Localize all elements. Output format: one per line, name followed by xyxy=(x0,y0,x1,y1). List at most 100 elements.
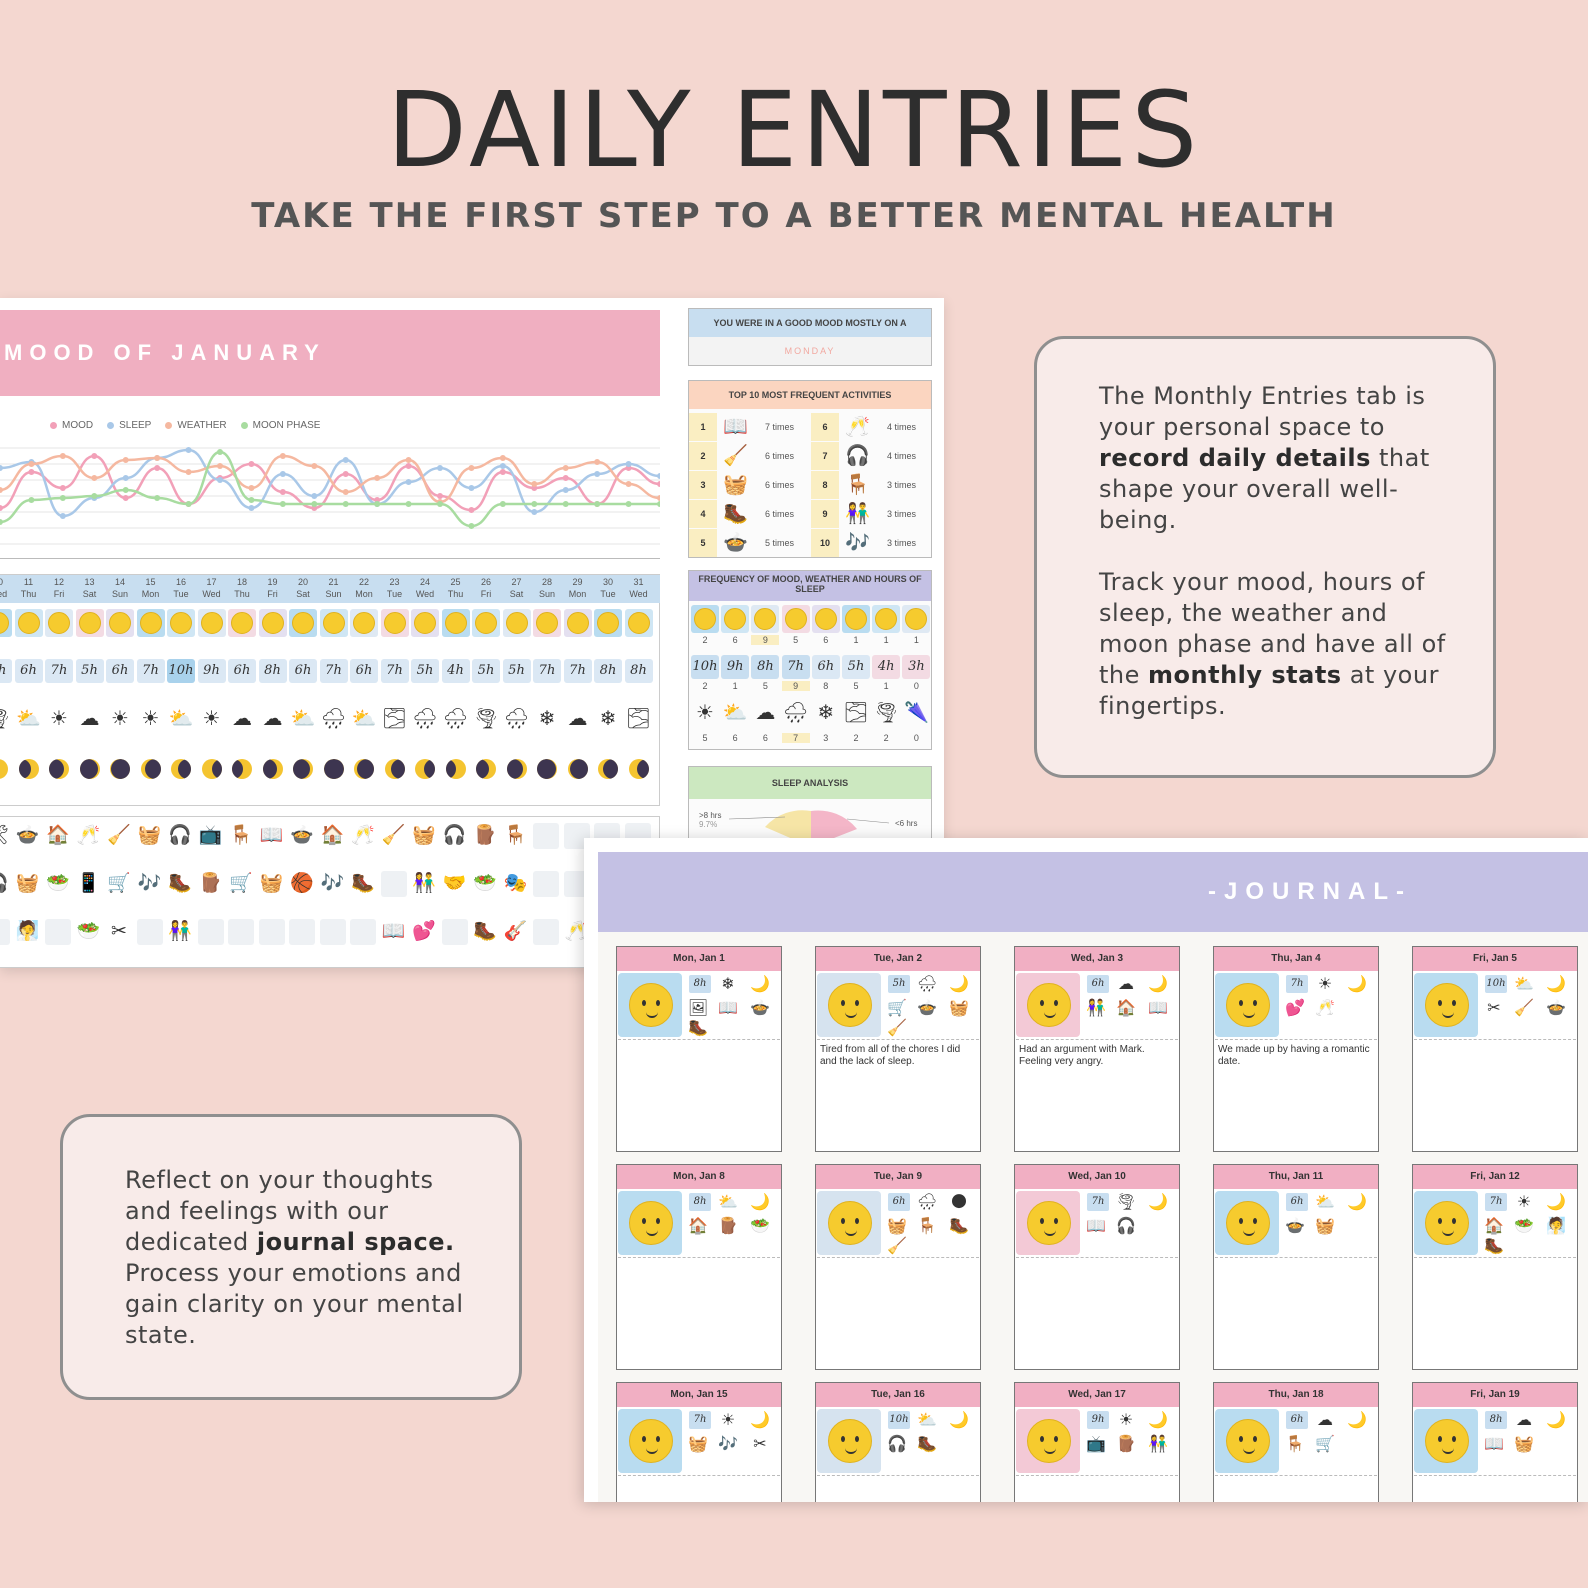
activity-icon: 🛠 xyxy=(0,823,10,849)
series-point xyxy=(0,519,3,525)
activity-icon: 🧺 xyxy=(723,474,748,496)
journal-day-card[interactable]: Tue, Jan 9 6h 🌧 🌑 🧺 🪑 🥾 🧹 xyxy=(815,1164,981,1370)
journal-day-card[interactable]: Mon, Jan 8 8h ⛅ 🌙 🏠 🪵 🥗 xyxy=(616,1164,782,1370)
activity-icon: 📺 xyxy=(198,825,223,846)
mood-face-icon xyxy=(78,612,101,634)
journal-day-card[interactable]: Thu, Jan 18 6h ☁ 🌙 🪑 🛒 xyxy=(1213,1382,1379,1502)
legend-item: MOOD xyxy=(50,420,93,431)
frequency-panel: FREQUENCY OF MOOD, WEATHER AND HOURS OF … xyxy=(688,570,932,750)
journal-day-card[interactable]: Tue, Jan 16 10h ⛅ 🌙 🎧 🥾 xyxy=(815,1382,981,1502)
journal-day-card[interactable]: Mon, Jan 1 8h ❄ 🌙 🖼 📖 🍲 🥾 xyxy=(616,946,782,1152)
journal-activity-icon: 🌙 xyxy=(1148,976,1168,993)
journal-activity-icon: 🌧 xyxy=(916,1194,938,1211)
journal-day-card[interactable]: Fri, Jan 5 10h ⛅ 🌙 ✂ 🧹 🍲 xyxy=(1412,946,1578,1152)
series-point xyxy=(28,497,35,503)
journal-note[interactable]: Tired from all of the chores I did and t… xyxy=(820,1044,961,1067)
activity-icon: 🧺 xyxy=(137,825,162,846)
moon-shadow xyxy=(262,759,277,779)
mood-face-icon xyxy=(1226,983,1270,1027)
legend-label: MOON PHASE xyxy=(252,420,321,431)
mood-face-icon xyxy=(875,608,898,630)
journal-activity-icon: ☁ xyxy=(1516,1412,1532,1429)
journal-divider xyxy=(817,1039,979,1040)
activity-icon: 🥗 xyxy=(46,873,70,894)
weather-icon: ❄ xyxy=(538,708,556,730)
series-point xyxy=(122,457,129,463)
weather-icon: ☁ xyxy=(79,708,100,730)
activity-icon: 🧺 xyxy=(259,873,284,894)
series-point xyxy=(28,461,35,467)
weather-icon: ☁ xyxy=(232,708,252,730)
journal-day-card[interactable]: Mon, Jan 15 7h ☀ 🌙 🧺 🎶 ✂ xyxy=(616,1382,782,1502)
journal-activity-icon: 🎧 xyxy=(887,1436,907,1453)
weather-icon: ❄ xyxy=(599,708,617,730)
journal-divider xyxy=(817,1257,979,1258)
frequency-sleep-label: 3h xyxy=(902,655,931,679)
mood-face-icon xyxy=(629,983,673,1027)
activity-count: 6 times xyxy=(765,451,795,461)
day-number: 24 xyxy=(419,577,430,587)
day-number: 16 xyxy=(175,577,186,587)
journal-day-card[interactable]: Fri, Jan 19 8h ☁ 🌙 📖 🧺 xyxy=(1412,1382,1578,1502)
journal-day-card[interactable]: Thu, Jan 11 6h ⛅ 🌙 🍲 🧺 xyxy=(1213,1164,1379,1370)
journal-activity-icon: ☀ xyxy=(1118,1412,1134,1429)
mood-cell xyxy=(502,609,531,637)
journal-day-card[interactable]: Fri, Jan 12 7h ☀ 🌙 🏠 🥗 🧖 🥾 xyxy=(1412,1164,1578,1370)
journal-day-card[interactable]: Wed, Jan 17 9h ☀ 🌙 📺 🪵 👫 xyxy=(1014,1382,1180,1502)
activity-icon xyxy=(136,919,163,945)
journal-activity-icon: ✂ xyxy=(1487,1000,1501,1017)
activity-count: 3 times xyxy=(887,480,917,490)
mood-face-icon xyxy=(1027,983,1071,1027)
frequency-sleep-count: 8 xyxy=(823,681,829,691)
series-point xyxy=(0,487,3,493)
journal-activity-icon: 🧺 xyxy=(887,1218,907,1235)
journal-day-card[interactable]: Tue, Jan 2 5h 🌧 🌙 🛒 🍲 🧺 🧹 Tired from all of the … xyxy=(815,946,981,1152)
activity-icon: 🎧 xyxy=(845,445,870,467)
moon-shadow xyxy=(476,759,489,779)
series-point xyxy=(468,485,475,491)
journal-day-date: Thu, Jan 18 xyxy=(1214,1383,1378,1407)
journal-activity-icon: 📖 xyxy=(718,1000,738,1017)
day-number: 18 xyxy=(236,577,247,587)
journal-activity-icon: 💕 xyxy=(1285,1000,1305,1017)
mood-face-icon xyxy=(814,608,837,630)
series-point xyxy=(468,507,475,513)
journal-sleep-hours: 7h xyxy=(1485,1193,1507,1211)
journal-activity-icon: 🌙 xyxy=(750,1412,770,1429)
activity-icon: 🛒 xyxy=(229,873,253,894)
sleep-pie-chart xyxy=(728,810,890,847)
day-number: 10 xyxy=(0,577,3,587)
journal-note[interactable]: We made up by having a romantic date. xyxy=(1218,1044,1370,1067)
series-point xyxy=(437,465,443,471)
day-name: Thu xyxy=(20,589,37,599)
sleep-hours: 7h xyxy=(45,659,73,683)
activity-count: 3 times xyxy=(887,538,917,548)
journal-sleep-hours: 8h xyxy=(1485,1411,1507,1429)
activity-icon: 🎶 xyxy=(845,532,870,554)
activity-icon: 🧺 xyxy=(412,825,436,846)
mood-cell xyxy=(106,609,134,637)
activity-icon: 🥗 xyxy=(473,873,497,894)
frequency-mood-cell xyxy=(902,605,931,633)
journal-day-card[interactable]: Wed, Jan 3 6h ☁ 🌙 👫 🏠 📖 Had an argument with Ma… xyxy=(1014,946,1180,1152)
journal-day-card[interactable]: Wed, Jan 10 7h 🌪 🌙 📖 🎧 xyxy=(1014,1164,1180,1370)
day-name: Tue xyxy=(386,589,403,599)
series-line-moon-phase xyxy=(0,450,660,528)
sleep-label-right: <6 hrs xyxy=(895,819,918,828)
series-point xyxy=(562,465,569,471)
moon-shadow xyxy=(537,759,556,779)
day-number: 23 xyxy=(389,577,400,587)
series-point xyxy=(594,501,601,507)
weather-icon: 🌧 xyxy=(412,708,438,730)
journal-activity-icon: 🎶 xyxy=(718,1436,738,1453)
good-mood-header: YOU WERE IN A GOOD MOOD MOSTLY ON A xyxy=(713,318,907,328)
activity-icon: 🍲 xyxy=(723,532,748,554)
journal-note[interactable]: Had an argument with Mark. Feeling very … xyxy=(1019,1044,1145,1067)
frequency-weather-count: 5 xyxy=(702,733,708,743)
weather-icon: ⛅ xyxy=(290,708,316,730)
legend-dot xyxy=(107,422,115,429)
activity-icon: 🎶 xyxy=(137,873,162,894)
series-point xyxy=(405,479,412,485)
journal-activity-icon: 📺 xyxy=(1086,1436,1106,1453)
journal-day-card[interactable]: Thu, Jan 4 7h ☀ 🌙 💕 🥂 We made up by having a r… xyxy=(1213,946,1379,1152)
